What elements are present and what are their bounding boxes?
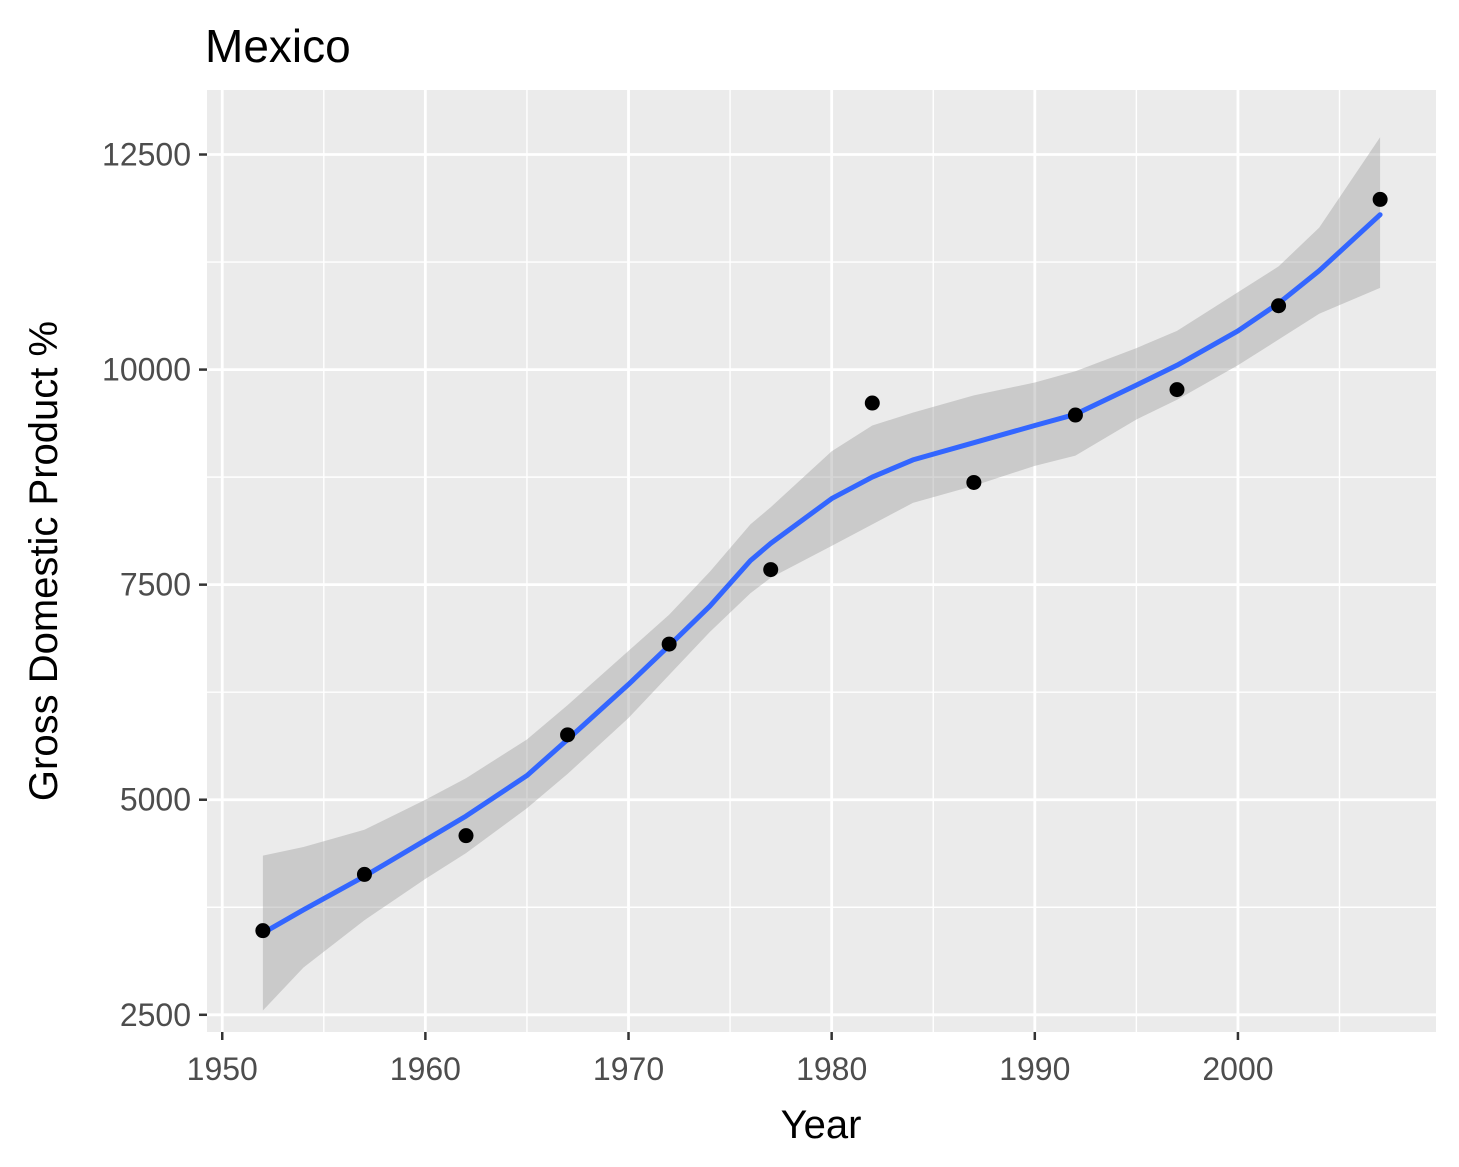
data-point [560,727,576,743]
data-point [356,866,372,882]
minor-gridlines [207,90,1436,1032]
confidence-band [262,137,1381,1011]
y-tick-label: 2500 [120,997,191,1033]
data-point [763,562,779,578]
data-point [458,828,474,844]
y-tick-label: 7500 [120,567,191,603]
data-point [1372,191,1388,207]
x-tick-label: 1950 [187,1051,258,1087]
x-axis: 1950 1960 1970 1980 1990 2000 [187,1032,1274,1087]
y-axis: 2500 5000 7500 10000 12500 [102,137,207,1033]
x-tick-label: 2000 [1202,1051,1273,1087]
y-tick-label: 10000 [102,352,191,388]
y-tick-label: 5000 [120,782,191,818]
confidence-band-layer [262,137,1381,1011]
data-point [661,636,677,652]
data-point [1067,407,1083,423]
x-axis-title: Year [781,1103,862,1147]
chart-title: Mexico [205,20,351,72]
data-point [864,395,880,411]
data-point [1271,298,1287,314]
data-point [255,923,271,939]
y-axis-title: Gross Domestic Product % [22,321,66,801]
data-points-layer [255,191,1388,939]
data-point [966,474,982,490]
x-tick-label: 1990 [999,1051,1070,1087]
smooth-line-layer [260,212,1383,936]
x-tick-label: 1970 [593,1051,664,1087]
major-gridlines [207,90,1436,1032]
smooth-line [260,212,1383,936]
y-tick-label: 12500 [102,137,191,173]
data-point [1169,382,1185,398]
x-tick-label: 1960 [390,1051,461,1087]
x-tick-label: 1980 [796,1051,867,1087]
plot-panel [207,90,1436,1032]
